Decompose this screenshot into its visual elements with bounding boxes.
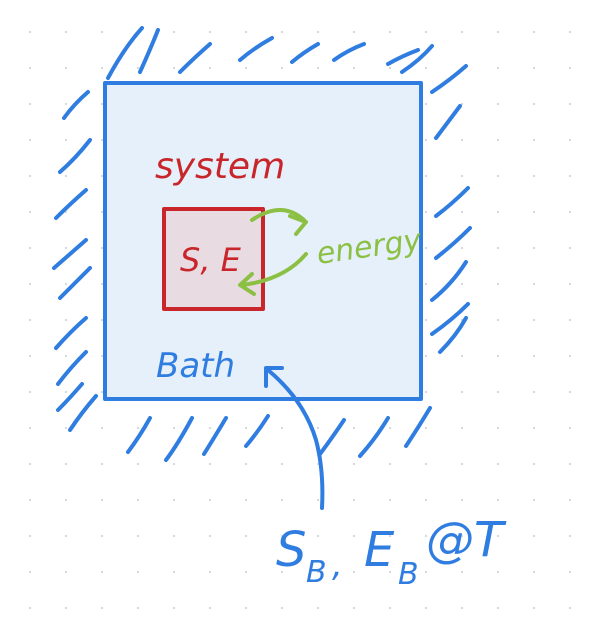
bath-state-label: S B , E B @T bbox=[276, 512, 507, 592]
system-label: system bbox=[155, 146, 285, 187]
bath-entropy-symbol: S bbox=[276, 522, 306, 578]
bath-comma: , bbox=[332, 545, 343, 585]
system-state-label: S, E bbox=[180, 241, 242, 279]
bath-temperature: @T bbox=[426, 512, 507, 568]
bath-energy-symbol: E bbox=[364, 522, 395, 578]
bath-entropy-subscript: B bbox=[306, 555, 327, 590]
bath-energy-subscript: B bbox=[398, 557, 419, 592]
bath-label: Bath bbox=[156, 346, 235, 386]
